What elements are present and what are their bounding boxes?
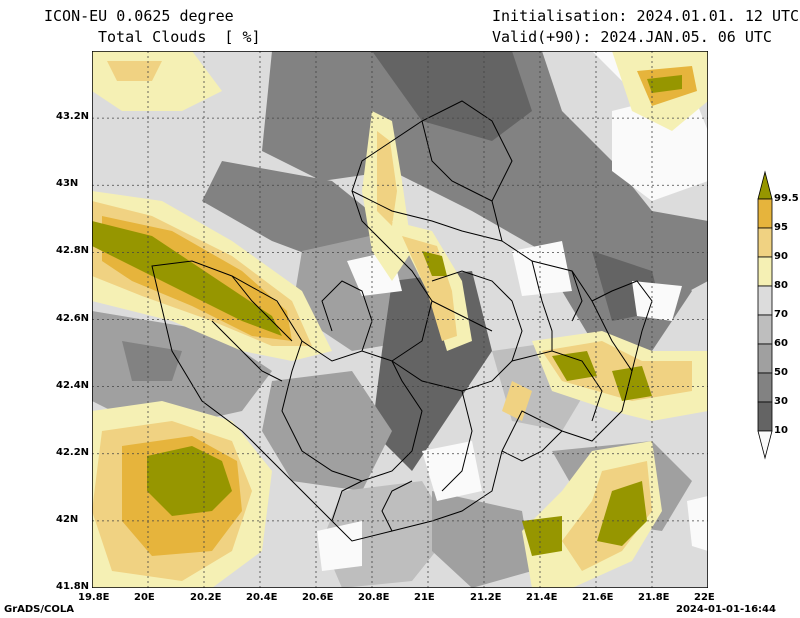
lon-tick-label: 21.4E	[526, 592, 558, 603]
colorbar-level-label: 99.5	[774, 193, 799, 204]
lat-tick-label: 43N	[56, 178, 79, 190]
colorbar-top-arrow	[757, 170, 773, 200]
lon-tick-label: 21.6E	[582, 592, 614, 603]
colorbar-level-label: 30	[774, 396, 788, 407]
lon-tick-label: 21.8E	[638, 592, 670, 603]
lon-tick-label: 20E	[134, 592, 155, 603]
lat-tick-label: 42N	[56, 513, 79, 525]
lon-tick-label: 21E	[414, 592, 435, 603]
colorbar-segment	[757, 401, 773, 432]
colorbar-segment	[757, 285, 773, 316]
colorbar-segment	[757, 227, 773, 258]
colorbar-segment	[757, 372, 773, 403]
colorbar-segment	[757, 343, 773, 374]
lat-tick-label: 43.2N	[56, 111, 90, 123]
colorbar-segment	[757, 256, 773, 287]
colorbar	[757, 170, 773, 460]
colorbar-level-label: 90	[774, 251, 788, 262]
colorbar-bottom-arrow	[757, 430, 773, 460]
lat-tick-label: 42.2N	[56, 446, 90, 458]
lon-tick-label: 20.2E	[190, 592, 222, 603]
footer-right: 2024-01-01-16:44	[676, 604, 776, 615]
colorbar-level-label: 70	[774, 309, 788, 320]
lon-tick-label: 20.8E	[358, 592, 390, 603]
colorbar-level-label: 10	[774, 425, 788, 436]
colorbar-level-label: 80	[774, 280, 788, 291]
lat-tick-label: 42.8N	[56, 245, 90, 257]
field-title: Total Clouds [ %]	[98, 28, 261, 46]
footer-left: GrADS/COLA	[4, 604, 74, 615]
borders	[151, 100, 653, 542]
lon-tick-label: 20.4E	[246, 592, 278, 603]
colorbar-level-label: 60	[774, 338, 788, 349]
cloud-map	[92, 51, 708, 588]
lat-tick-label: 42.6N	[56, 312, 90, 324]
lat-tick-label: 42.4N	[56, 379, 90, 391]
colorbar-segment	[757, 314, 773, 345]
colorbar-segment	[757, 198, 773, 229]
init-time: Initialisation: 2024.01.01. 12 UTC	[492, 7, 800, 25]
model-title: ICON-EU 0.0625 degree	[44, 7, 234, 25]
valid-time: Valid(+90): 2024.JAN.05. 06 UTC	[492, 28, 772, 46]
lon-tick-label: 22E	[694, 592, 715, 603]
colorbar-level-label: 95	[774, 222, 788, 233]
lon-tick-label: 20.6E	[302, 592, 334, 603]
lat-tick-label: 41.8N	[56, 581, 90, 592]
lon-tick-label: 21.2E	[470, 592, 502, 603]
lon-tick-label: 19.8E	[78, 592, 110, 603]
colorbar-level-label: 50	[774, 367, 788, 378]
